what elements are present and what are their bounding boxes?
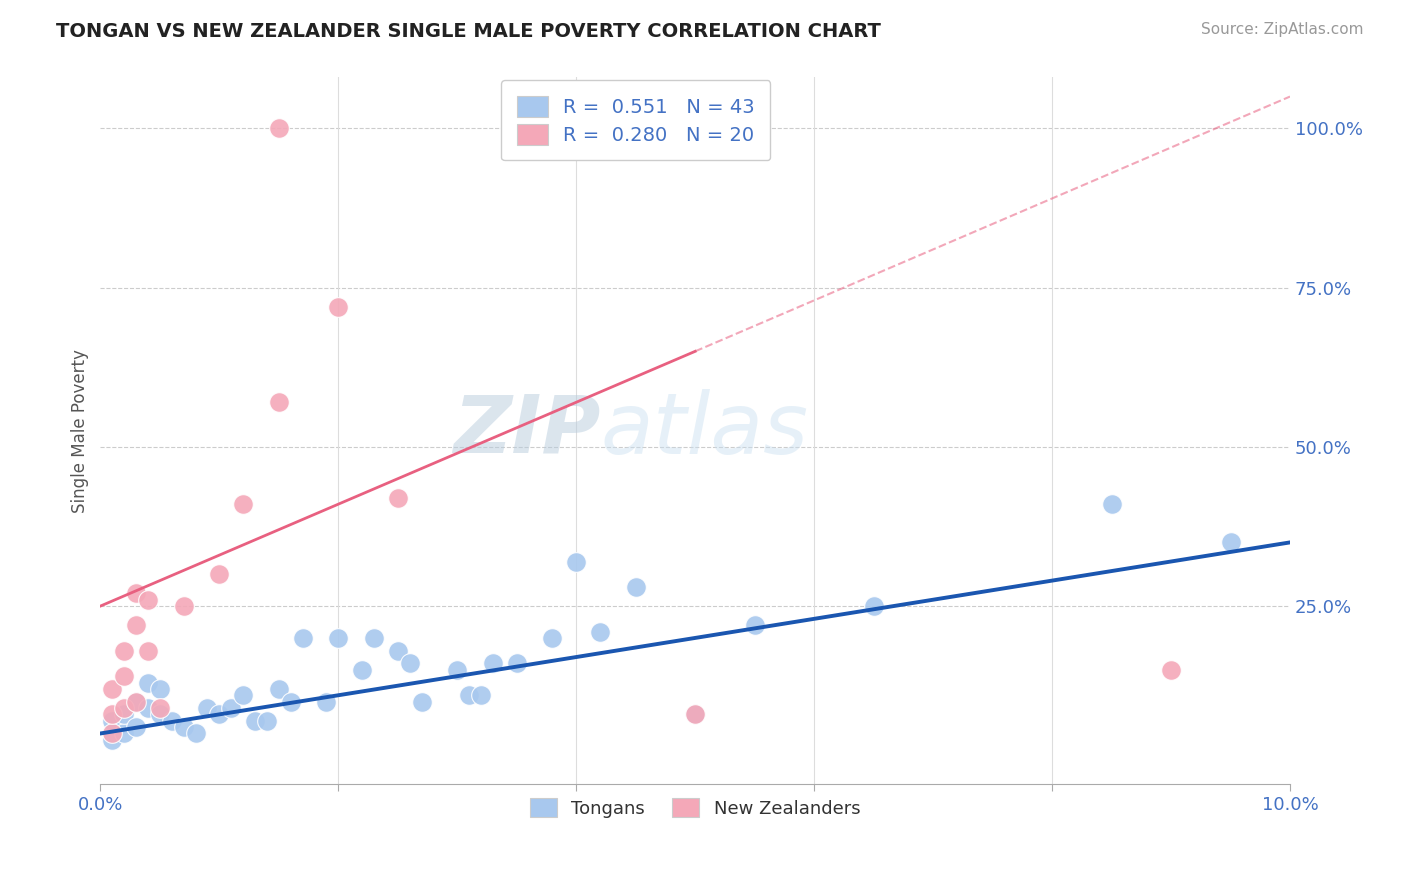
Point (862, 599, 884, 613)
Point (458, 688, 481, 702)
Point (101, 732, 124, 747)
Point (446, 663, 468, 677)
Point (136, 643, 159, 657)
Point (1160, 663, 1182, 677)
Text: atlas: atlas (600, 390, 808, 473)
Text: Source: ZipAtlas.com: Source: ZipAtlas.com (1201, 22, 1364, 37)
Point (173, 720, 195, 734)
Point (125, 695, 148, 709)
Point (589, 624, 612, 639)
Point (243, 714, 266, 728)
Point (683, 707, 706, 722)
Point (398, 657, 420, 671)
Point (184, 726, 207, 740)
Point (624, 580, 647, 594)
Point (173, 599, 195, 613)
Point (197, 701, 219, 715)
Point (101, 714, 124, 728)
Point (219, 701, 242, 715)
Point (136, 592, 159, 607)
Point (506, 657, 529, 671)
Point (363, 631, 385, 645)
Point (125, 720, 148, 734)
Point (411, 695, 433, 709)
Point (280, 695, 302, 709)
Point (232, 497, 254, 511)
Point (470, 688, 492, 702)
Point (136, 675, 159, 690)
Point (208, 707, 231, 722)
Point (1219, 535, 1241, 549)
Point (112, 669, 135, 683)
Point (149, 707, 172, 722)
Point (1101, 497, 1123, 511)
Point (136, 701, 159, 715)
Point (291, 631, 314, 645)
Point (160, 714, 183, 728)
Point (112, 726, 135, 740)
Point (112, 707, 135, 722)
Point (125, 695, 148, 709)
Point (101, 707, 124, 722)
Y-axis label: Single Male Poverty: Single Male Poverty (72, 349, 89, 513)
Point (101, 681, 124, 696)
Point (387, 491, 409, 505)
Point (565, 554, 588, 568)
Legend: Tongans, New Zealanders: Tongans, New Zealanders (523, 791, 868, 825)
Point (315, 695, 337, 709)
Text: TONGAN VS NEW ZEALANDER SINGLE MALE POVERTY CORRELATION CHART: TONGAN VS NEW ZEALANDER SINGLE MALE POVE… (56, 22, 882, 41)
Point (149, 701, 172, 715)
Point (256, 714, 278, 728)
Point (352, 663, 374, 677)
Point (683, 707, 706, 722)
Point (328, 631, 350, 645)
Text: ZIP: ZIP (453, 392, 600, 470)
Point (267, 395, 290, 409)
Point (149, 681, 172, 696)
Point (112, 643, 135, 657)
Point (101, 726, 124, 740)
Point (112, 701, 135, 715)
Point (208, 567, 231, 582)
Point (744, 618, 766, 632)
Point (125, 586, 148, 600)
Point (232, 688, 254, 702)
Point (267, 681, 290, 696)
Point (482, 657, 505, 671)
Point (267, 121, 290, 136)
Point (541, 631, 564, 645)
Point (328, 300, 350, 314)
Point (387, 643, 409, 657)
Point (125, 618, 148, 632)
